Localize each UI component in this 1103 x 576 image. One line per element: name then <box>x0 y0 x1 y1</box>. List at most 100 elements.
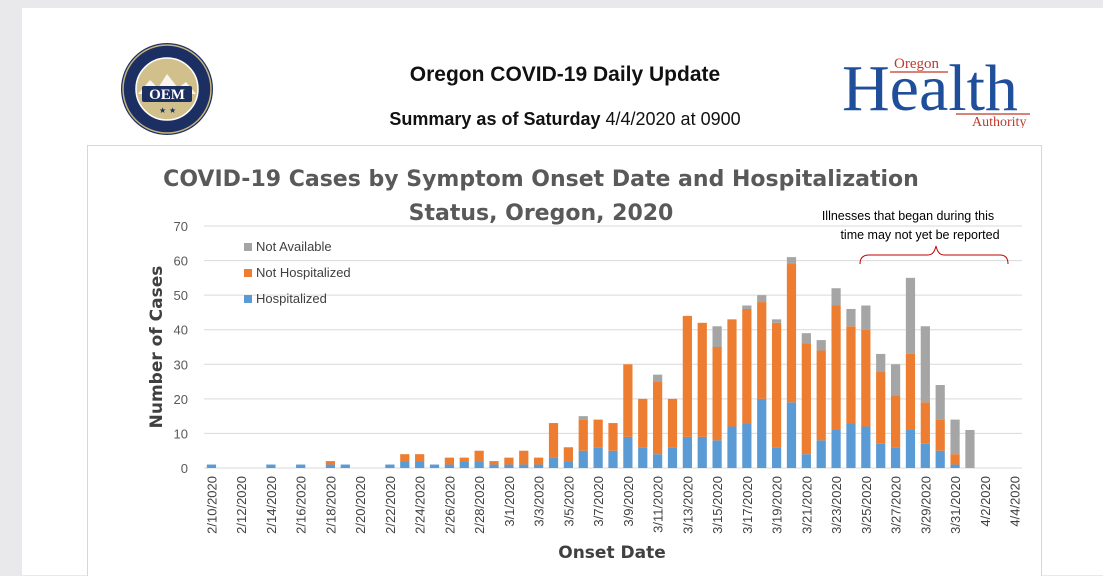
bar-hospitalized <box>563 461 573 468</box>
bar-not-available <box>920 326 930 403</box>
chart-title-line1: COVID-19 Cases by Symptom Onset Date and… <box>163 167 919 192</box>
bar-hospitalized <box>534 464 544 468</box>
bar-hospitalized <box>548 457 559 468</box>
bar-not-available <box>861 305 871 330</box>
chart: COVID-19 Cases by Symptom Onset Date and… <box>147 167 1023 563</box>
bar-not-hospitalized <box>890 395 901 448</box>
x-tick-label: 4/4/2020 <box>1008 476 1023 527</box>
bar-hospitalized <box>206 464 217 468</box>
bar-hospitalized <box>459 461 469 468</box>
bar-not-hospitalized <box>831 305 841 430</box>
bar-not-available <box>950 419 960 455</box>
bar-not-hospitalized <box>593 419 603 448</box>
bar-not-hospitalized <box>846 326 856 424</box>
bar-hospitalized <box>578 450 588 468</box>
bar-not-hospitalized <box>801 343 811 455</box>
bar-not-hospitalized <box>623 364 633 437</box>
svg-text:★: ★ <box>169 106 176 115</box>
bar-not-hospitalized <box>771 322 782 448</box>
x-tick-label: 3/21/2020 <box>799 476 814 534</box>
bar-not-available <box>771 319 782 323</box>
bar-not-hospitalized <box>474 450 484 462</box>
annotation-line1: Illnesses that began during this <box>822 209 994 223</box>
bar-not-hospitalized <box>578 419 588 451</box>
bar-not-available <box>712 326 722 347</box>
bar-hospitalized <box>935 450 945 468</box>
bar-hospitalized <box>474 461 484 468</box>
x-tick-label: 3/15/2020 <box>710 476 725 534</box>
bar-hospitalized <box>608 450 618 468</box>
bar-hospitalized <box>429 464 440 468</box>
bar-not-hospitalized <box>682 315 692 437</box>
bar-hospitalized <box>296 464 306 468</box>
x-tick-label: 3/9/2020 <box>621 476 636 527</box>
y-tick-label: 20 <box>174 392 188 407</box>
bar-not-hospitalized <box>325 461 336 465</box>
bar-not-hospitalized <box>935 419 945 451</box>
x-tick-label: 2/10/2020 <box>204 476 219 534</box>
bar-hospitalized <box>801 454 811 468</box>
bar-not-available <box>876 353 886 372</box>
bar-hospitalized <box>638 447 648 468</box>
bar-hospitalized <box>653 454 663 468</box>
x-tick-label: 3/27/2020 <box>889 476 904 534</box>
x-tick-label: 2/22/2020 <box>383 476 398 534</box>
x-tick-label: 2/28/2020 <box>472 476 487 534</box>
x-tick-label: 2/12/2020 <box>234 476 249 534</box>
bar-not-available <box>578 416 588 420</box>
report-title: Oregon COVID-19 Daily Update <box>409 63 721 86</box>
bar-not-available <box>965 429 975 468</box>
bar-hospitalized <box>266 464 276 468</box>
oregon-health-authority-logo: Health Oregon Authority <box>842 52 1030 128</box>
bar-not-hospitalized <box>504 457 514 465</box>
bar-hospitalized <box>444 464 455 468</box>
bar-not-available <box>816 340 826 351</box>
legend-swatch <box>244 295 252 303</box>
annotation-brace <box>859 245 1009 265</box>
bar-not-available <box>935 385 945 420</box>
bar-not-hospitalized <box>548 423 559 458</box>
bar-not-hospitalized <box>920 402 930 444</box>
bar-hospitalized <box>920 443 930 468</box>
x-tick-label: 3/7/2020 <box>591 476 606 527</box>
x-tick-label: 3/31/2020 <box>948 476 963 534</box>
svg-text:★: ★ <box>159 106 166 115</box>
bar-not-hospitalized <box>786 264 797 403</box>
x-tick-label: 3/19/2020 <box>770 476 785 534</box>
bar-hospitalized <box>876 443 886 468</box>
y-tick-label: 0 <box>181 461 188 476</box>
bar-hospitalized <box>950 464 960 468</box>
bar-hospitalized <box>593 447 603 468</box>
legend-label: Not Hospitalized <box>256 265 351 280</box>
bar-not-hospitalized <box>861 329 871 427</box>
bar-not-hospitalized <box>638 398 648 448</box>
bar-hospitalized <box>846 423 856 468</box>
bar-not-hospitalized <box>697 322 707 437</box>
x-axis-label: Onset Date <box>558 543 666 563</box>
y-tick-label: 40 <box>174 323 188 338</box>
oha-logo-main: Health <box>842 52 1018 125</box>
bar-not-hospitalized <box>534 457 544 465</box>
oha-logo-bottom: Authority <box>972 115 1026 128</box>
bar-not-hospitalized <box>727 319 737 427</box>
y-tick-label: 10 <box>174 426 188 441</box>
bar-hospitalized <box>727 426 737 468</box>
bar-hospitalized <box>667 447 678 468</box>
bar-not-hospitalized <box>712 347 722 441</box>
bar-not-hospitalized <box>876 371 886 444</box>
bar-not-available <box>890 364 901 396</box>
x-tick-label: 4/2/2020 <box>978 476 993 527</box>
x-tick-label: 3/11/2020 <box>651 476 666 533</box>
bar-not-hospitalized <box>742 308 752 424</box>
x-tick-label: 2/18/2020 <box>323 476 338 534</box>
chart-title-line2: Status, Oregon, 2020 <box>409 201 674 226</box>
bar-not-hospitalized <box>667 398 678 448</box>
legend-swatch <box>244 269 252 277</box>
bar-not-available <box>905 277 916 354</box>
y-tick-label: 70 <box>174 219 188 234</box>
x-tick-label: 3/29/2020 <box>918 476 933 534</box>
y-tick-label: 50 <box>174 288 188 303</box>
y-tick-label: 60 <box>174 254 188 269</box>
bar-hospitalized <box>861 426 871 468</box>
y-axis-label: Number of Cases <box>147 266 167 429</box>
